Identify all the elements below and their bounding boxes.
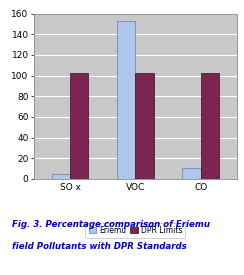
Bar	[183, 168, 201, 179]
Bar	[117, 21, 135, 179]
Bar	[70, 73, 88, 179]
Bar	[52, 174, 70, 179]
Legend: Eriemu, DPR Limits: Eriemu, DPR Limits	[85, 222, 185, 238]
Text: field Pollutants with DPR Standards: field Pollutants with DPR Standards	[12, 242, 187, 251]
Text: Fig. 3. Percentage comparison of Eriemu: Fig. 3. Percentage comparison of Eriemu	[12, 220, 210, 229]
Bar	[135, 73, 154, 179]
Bar	[201, 73, 219, 179]
